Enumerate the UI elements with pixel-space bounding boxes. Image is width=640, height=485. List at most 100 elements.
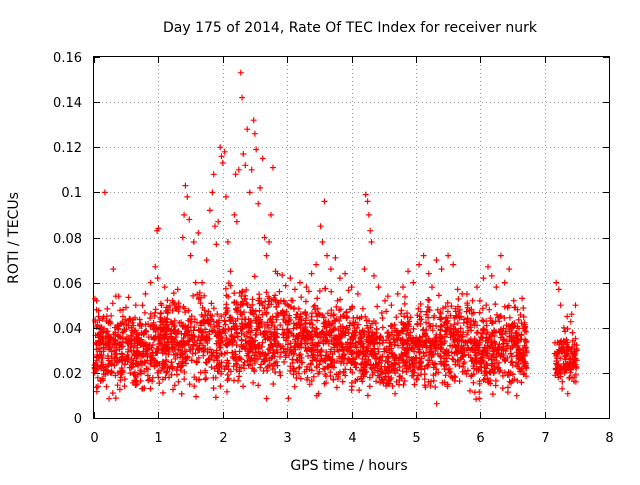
data-point <box>356 351 363 358</box>
data-point <box>401 363 408 370</box>
ticks-layer <box>94 57 610 419</box>
data-point <box>450 332 457 339</box>
data-point <box>572 371 579 378</box>
data-point <box>413 354 420 361</box>
data-point <box>268 211 274 218</box>
data-point <box>501 279 508 286</box>
data-point <box>559 385 566 392</box>
data-point <box>444 299 451 306</box>
data-point <box>506 266 513 273</box>
data-point <box>294 357 301 364</box>
data-point <box>206 207 213 214</box>
data-point <box>438 322 445 329</box>
data-point <box>426 320 432 327</box>
data-point <box>339 313 346 319</box>
data-point <box>322 285 329 292</box>
data-point <box>509 344 516 351</box>
data-point <box>379 324 386 331</box>
data-point <box>359 340 366 347</box>
data-point <box>486 306 493 313</box>
data-point <box>246 189 253 196</box>
data-point <box>515 316 522 323</box>
data-point <box>313 392 320 399</box>
data-point <box>222 321 229 328</box>
data-point <box>492 301 499 308</box>
data-point <box>93 357 100 364</box>
data-point <box>127 316 134 323</box>
data-point <box>210 385 217 392</box>
data-point <box>183 340 190 347</box>
data-point <box>141 368 148 375</box>
data-point <box>168 371 175 378</box>
data-point <box>256 319 262 326</box>
data-point <box>239 321 246 328</box>
data-point <box>298 355 305 361</box>
data-point <box>137 377 144 384</box>
data-point <box>239 94 246 101</box>
data-point <box>304 374 311 381</box>
data-point <box>398 319 405 326</box>
data-point <box>139 361 145 368</box>
data-point <box>375 348 382 355</box>
data-point <box>495 344 502 351</box>
data-point <box>223 309 230 316</box>
data-point <box>160 365 167 372</box>
data-point <box>349 320 356 327</box>
data-point <box>202 329 208 336</box>
data-point <box>402 351 409 357</box>
data-point <box>383 308 390 315</box>
data-point <box>223 193 229 200</box>
data-point <box>340 369 347 376</box>
data-point <box>273 304 280 310</box>
data-point <box>197 294 204 301</box>
data-point <box>185 317 192 324</box>
data-point <box>455 303 461 310</box>
data-point <box>104 370 111 377</box>
data-point <box>556 369 563 376</box>
data-point <box>415 336 421 343</box>
data-point <box>503 322 510 329</box>
data-point <box>252 308 259 315</box>
data-point <box>382 297 388 304</box>
data-point <box>308 270 315 277</box>
data-point <box>186 216 193 223</box>
x-tick-label: 3 <box>283 431 291 446</box>
data-point <box>237 69 244 76</box>
data-point <box>472 358 479 365</box>
data-point <box>314 353 321 359</box>
x-tick-label: 1 <box>154 431 162 446</box>
data-point <box>344 326 351 333</box>
data-point <box>484 350 491 357</box>
data-point <box>490 338 497 345</box>
data-point <box>166 302 173 309</box>
data-point <box>349 369 356 376</box>
data-point <box>147 315 154 322</box>
data-point <box>559 378 566 385</box>
data-point <box>207 321 214 328</box>
data-point <box>323 349 330 355</box>
data-point <box>377 354 384 361</box>
data-point <box>249 296 256 303</box>
data-point <box>233 218 240 225</box>
data-point <box>497 252 504 259</box>
data-point <box>463 308 470 315</box>
data-point <box>188 357 195 364</box>
data-point <box>460 360 467 367</box>
data-point <box>456 310 463 316</box>
data-point <box>229 315 235 322</box>
data-point <box>118 365 125 371</box>
data-point <box>304 333 311 340</box>
data-point <box>459 368 466 375</box>
data-point <box>304 363 311 370</box>
data-point <box>520 305 527 311</box>
data-point <box>230 339 237 346</box>
data-point <box>480 275 487 282</box>
data-point <box>506 314 513 321</box>
data-point <box>322 337 329 344</box>
data-point <box>555 350 562 357</box>
data-point <box>163 316 170 323</box>
data-point <box>488 356 495 363</box>
data-point <box>304 340 311 347</box>
data-point <box>299 329 306 336</box>
